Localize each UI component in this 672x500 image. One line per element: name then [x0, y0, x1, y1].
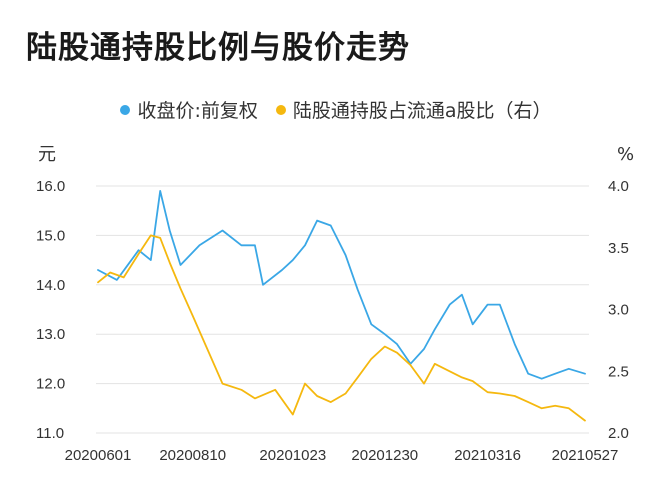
gridlines [96, 185, 589, 434]
right-axis-unit: % [617, 144, 634, 165]
series-lines [97, 189, 586, 422]
series-line-ratio [97, 234, 586, 422]
axis-ticks: 16.0 15.0 14.0 13.0 12.0 11.0 4.0 3.5 3.0 2.5 2.0 2… [36, 178, 629, 464]
legend-item-ratio[interactable]: 陆股通持股占流通a股比（右） [275, 96, 552, 123]
series-line-price [97, 189, 586, 380]
left-tick-label: 13.0 [36, 326, 65, 343]
legend-label-price: 收盘价:前复权 [137, 100, 258, 122]
legend-item-price[interactable]: 收盘价:前复权 [120, 96, 258, 123]
x-tick-label: 20201230 [351, 447, 418, 464]
left-tick-label: 14.0 [36, 277, 65, 294]
left-tick-label: 16.0 [36, 178, 65, 195]
x-tick-label: 20200601 [65, 447, 132, 464]
legend-label-ratio: 陆股通持股占流通a股比（右） [292, 100, 552, 122]
right-tick-label: 3.0 [608, 302, 629, 319]
x-tick-label: 20201023 [259, 447, 326, 464]
left-tick-label: 11.0 [36, 425, 64, 442]
x-tick-label: 20210316 [454, 447, 521, 464]
legend-marker-ratio [275, 104, 286, 115]
left-axis-unit: 元 [38, 144, 56, 165]
chart-title: 陆股通持股比例与股价走势 [26, 30, 410, 66]
right-tick-label: 3.5 [608, 240, 629, 257]
legend: 收盘价:前复权 陆股通持股占流通a股比（右） [0, 96, 672, 123]
x-tick-label: 20210527 [552, 447, 619, 464]
x-tick-label: 20200810 [159, 447, 226, 464]
right-tick-label: 2.5 [608, 363, 629, 380]
legend-marker-price [120, 104, 131, 115]
right-tick-label: 2.0 [608, 425, 629, 442]
left-tick-label: 15.0 [36, 227, 65, 244]
left-tick-label: 12.0 [36, 376, 65, 393]
right-tick-label: 4.0 [608, 178, 629, 195]
